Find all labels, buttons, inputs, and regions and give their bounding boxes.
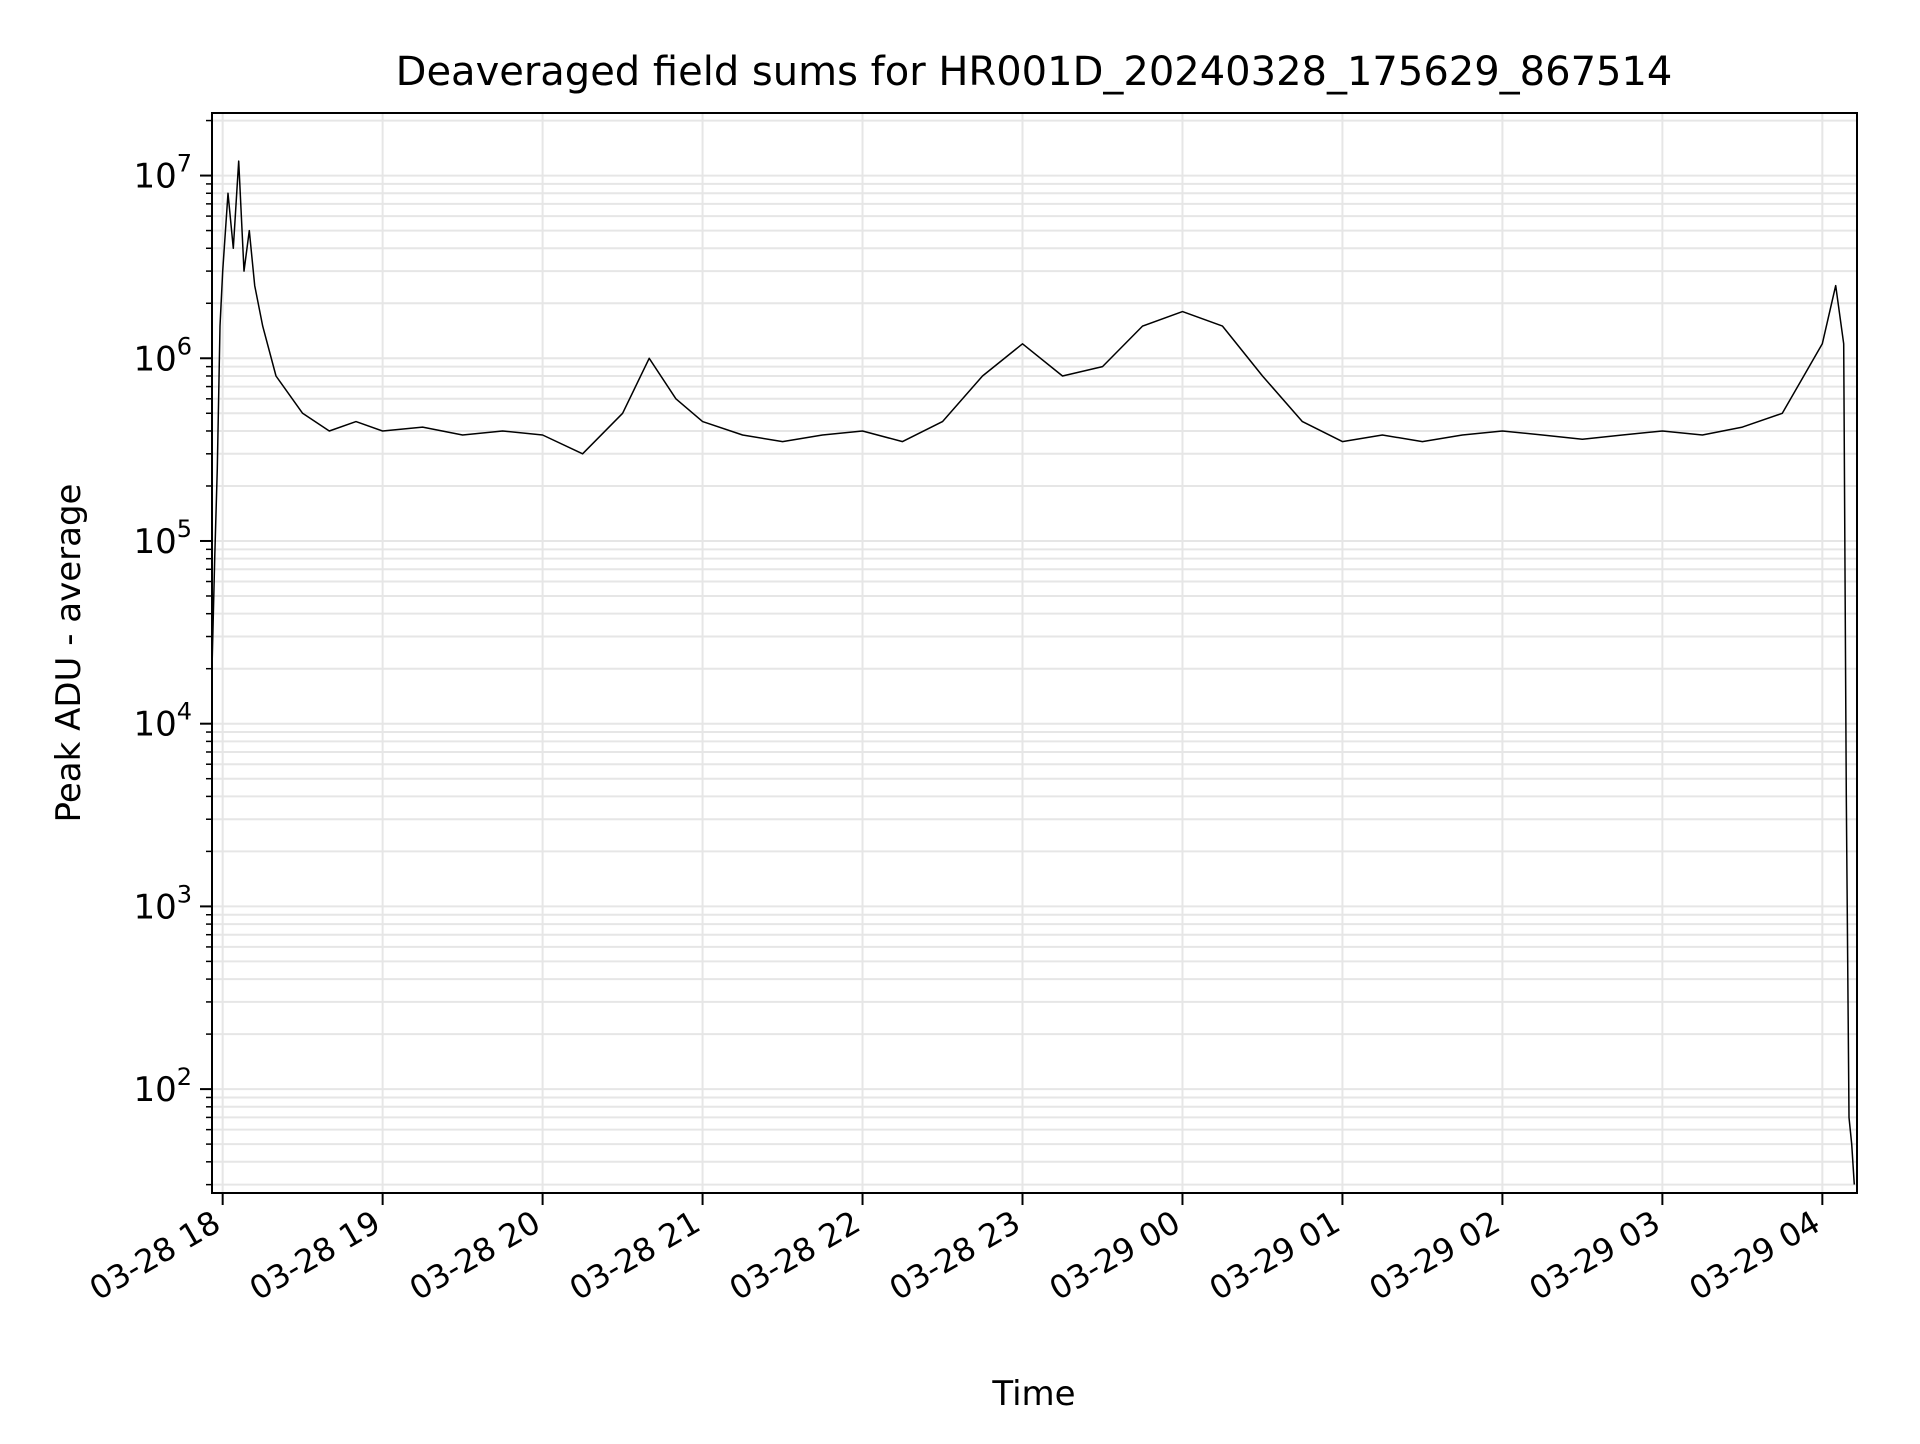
- plot-frame: [211, 112, 1858, 1194]
- x-tick-label: 03-29 04: [1683, 1203, 1827, 1308]
- chart-title: Deaveraged field sums for HR001D_2024032…: [396, 49, 1673, 95]
- x-tick-label: 03-28 22: [723, 1203, 867, 1308]
- y-axis-label: Peak ADU - average: [49, 484, 89, 823]
- y-tick-label: 103: [133, 880, 192, 927]
- x-tick-label: 03-29 03: [1523, 1203, 1667, 1308]
- y-tick-label: 107: [133, 150, 192, 197]
- x-tick-label: 03-28 21: [563, 1203, 707, 1308]
- x-axis-label: Time: [991, 1374, 1075, 1414]
- x-tick-label: 03-28 23: [883, 1203, 1027, 1308]
- data-series-line: [211, 160, 1856, 1185]
- y-tick-label: 104: [133, 698, 192, 745]
- x-tick-label: 03-29 01: [1203, 1203, 1347, 1308]
- y-tick-label: 102: [133, 1063, 192, 1110]
- x-tick-label: 03-29 02: [1363, 1203, 1507, 1308]
- y-tick-label: 106: [133, 332, 192, 379]
- y-tick-label: 105: [133, 515, 192, 562]
- x-tick-label: 03-28 19: [243, 1203, 387, 1308]
- x-tick-label: 03-28 18: [83, 1203, 227, 1308]
- x-tick-label: 03-29 00: [1043, 1203, 1187, 1308]
- x-tick-label: 03-28 20: [403, 1203, 547, 1308]
